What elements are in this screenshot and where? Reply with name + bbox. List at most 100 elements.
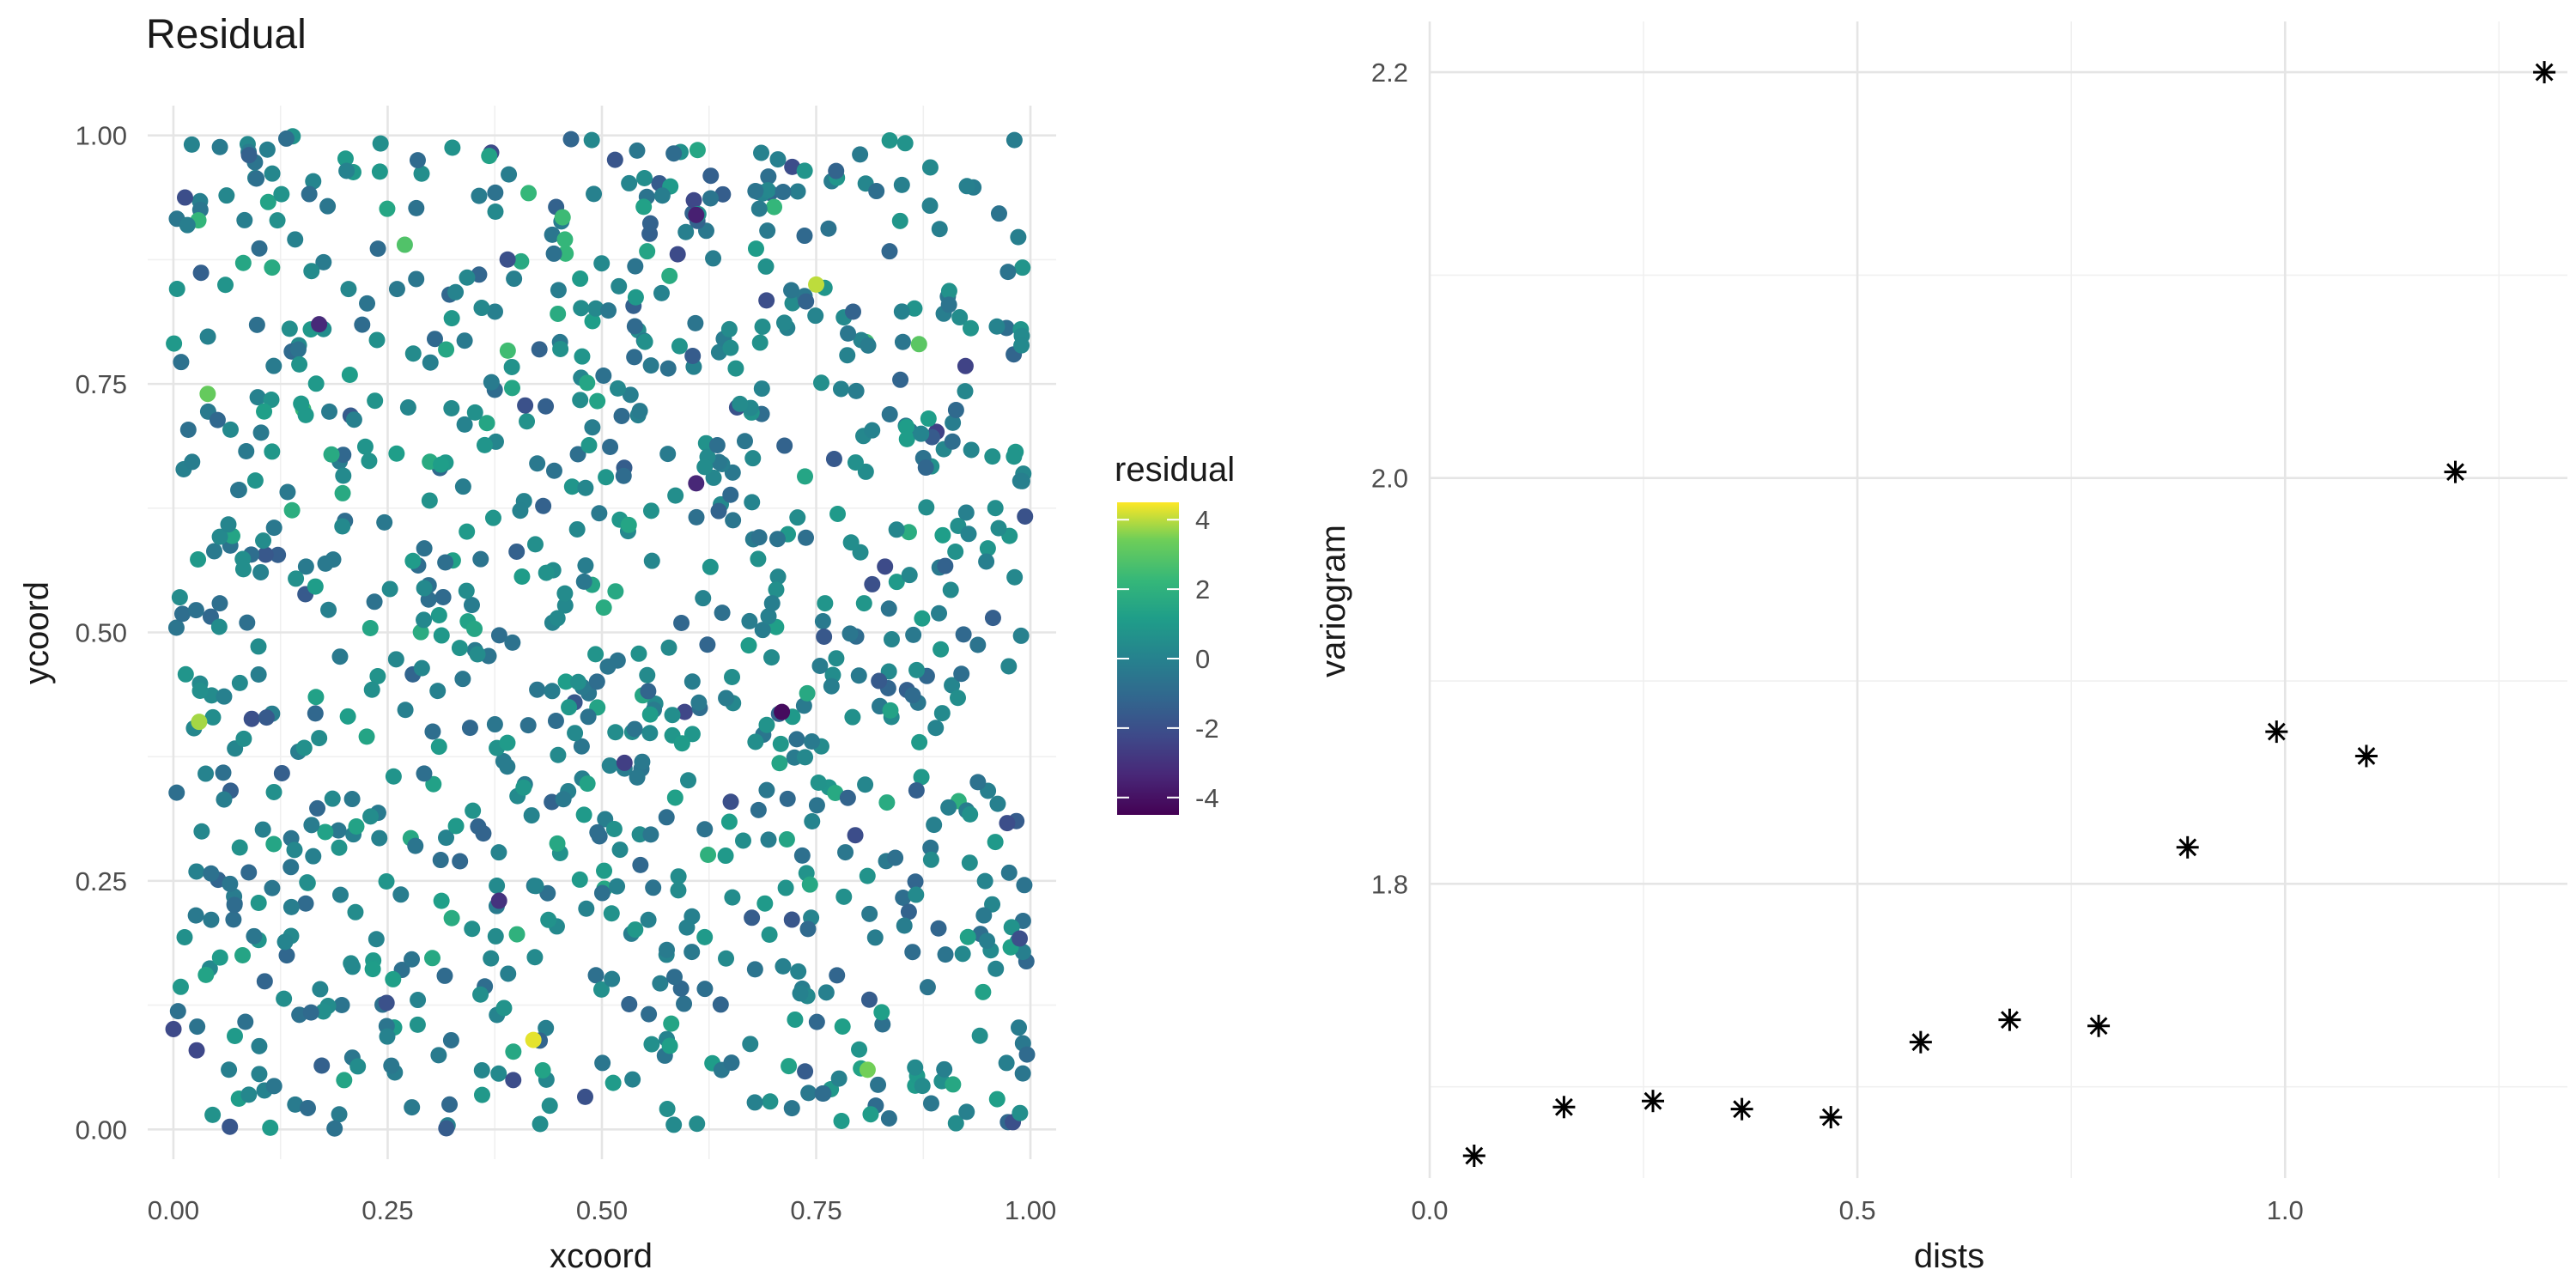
residual-point xyxy=(751,334,769,351)
residual-point xyxy=(250,895,267,912)
residual-point xyxy=(312,981,329,998)
residual-point xyxy=(176,929,193,946)
residual-point xyxy=(808,797,825,814)
residual-point xyxy=(451,640,468,657)
residual-point xyxy=(756,895,774,912)
residual-point xyxy=(430,606,447,623)
residual-point xyxy=(499,734,516,751)
variogram-point xyxy=(1730,1097,1753,1121)
residual-point xyxy=(753,144,770,161)
residual-point xyxy=(933,705,951,722)
residual-point xyxy=(176,189,193,206)
residual-point xyxy=(820,220,837,237)
residual-point xyxy=(315,1003,332,1020)
asterisk-stroke xyxy=(2535,63,2554,82)
residual-point xyxy=(661,1037,678,1054)
residual-point xyxy=(602,438,619,455)
residual-point xyxy=(447,817,465,835)
residual-point xyxy=(344,958,361,975)
residual-point xyxy=(443,310,460,327)
residual-point xyxy=(643,552,660,569)
residual-point xyxy=(387,651,404,668)
residual-point xyxy=(368,331,386,349)
residual-point xyxy=(225,911,242,928)
variogram-point xyxy=(2444,460,2467,483)
residual-point xyxy=(478,415,495,432)
residual-point xyxy=(718,950,735,967)
residual-point xyxy=(317,823,334,841)
residual-point xyxy=(998,1054,1015,1072)
residual-point xyxy=(363,681,380,698)
residual-point xyxy=(937,946,954,963)
residual-point xyxy=(569,673,586,690)
residual-point xyxy=(987,500,1004,517)
residual-point xyxy=(277,130,295,147)
residual-point xyxy=(240,1086,258,1103)
residual-point xyxy=(529,681,546,698)
residual-point xyxy=(616,754,633,771)
residual-point xyxy=(556,597,574,614)
residual-point xyxy=(499,758,516,775)
residual-point xyxy=(689,1115,706,1133)
residual-point xyxy=(300,1099,317,1116)
residual-point xyxy=(990,205,1007,222)
residual-point xyxy=(367,392,384,410)
residual-point xyxy=(907,1059,924,1076)
residual-point xyxy=(250,666,267,683)
residual-point xyxy=(495,999,513,1017)
residual-point xyxy=(881,243,898,260)
residual-point xyxy=(593,884,611,902)
residual-point xyxy=(758,781,775,799)
residual-point xyxy=(891,212,908,229)
y-tick-label: 2.2 xyxy=(1371,58,1408,88)
residual-point xyxy=(1013,337,1030,354)
residual-point xyxy=(736,433,753,450)
residual-point xyxy=(369,240,386,258)
residual-point xyxy=(892,371,909,388)
residual-point xyxy=(216,791,233,808)
residual-point xyxy=(857,776,874,793)
residual-point xyxy=(717,848,734,865)
residual-point xyxy=(335,447,352,464)
residual-point xyxy=(307,689,325,706)
residual-point xyxy=(882,702,899,719)
residual-point xyxy=(808,276,825,293)
residual-point xyxy=(814,1084,831,1102)
residual-point xyxy=(750,529,768,546)
residual-point xyxy=(371,163,388,180)
residual-point xyxy=(416,540,433,557)
residual-point xyxy=(940,799,957,816)
residual-point xyxy=(392,886,410,903)
residual-point xyxy=(629,142,646,159)
residual-point xyxy=(988,1091,1005,1108)
residual-point xyxy=(562,131,580,148)
residual-point xyxy=(788,731,805,748)
residual-point xyxy=(550,305,567,322)
residual-point xyxy=(421,492,438,509)
residual-point xyxy=(436,967,453,984)
residual-point xyxy=(458,582,475,599)
residual-point xyxy=(893,176,910,193)
residual-point xyxy=(221,1061,238,1078)
variogram-y-ticks: 1.8 2.0 2.2 xyxy=(1371,58,1408,899)
residual-point xyxy=(804,812,821,829)
residual-point xyxy=(871,672,888,690)
residual-point xyxy=(410,992,427,1009)
residual-point xyxy=(609,878,626,895)
residual-point xyxy=(784,295,801,312)
residual-point xyxy=(631,403,648,420)
variogram-points xyxy=(1462,61,2556,1168)
residual-point xyxy=(265,357,283,374)
residual-point xyxy=(210,618,228,635)
asterisk-stroke xyxy=(1465,1146,1484,1165)
residual-point xyxy=(971,1027,988,1044)
residual-point xyxy=(958,178,975,195)
residual-point xyxy=(904,687,921,704)
residual-point xyxy=(634,753,651,770)
residual-point xyxy=(667,487,684,504)
residual-points xyxy=(165,128,1036,1137)
residual-point xyxy=(572,392,589,409)
residual-point xyxy=(835,888,853,905)
residual-point xyxy=(538,1019,555,1036)
residual-point xyxy=(549,835,566,852)
